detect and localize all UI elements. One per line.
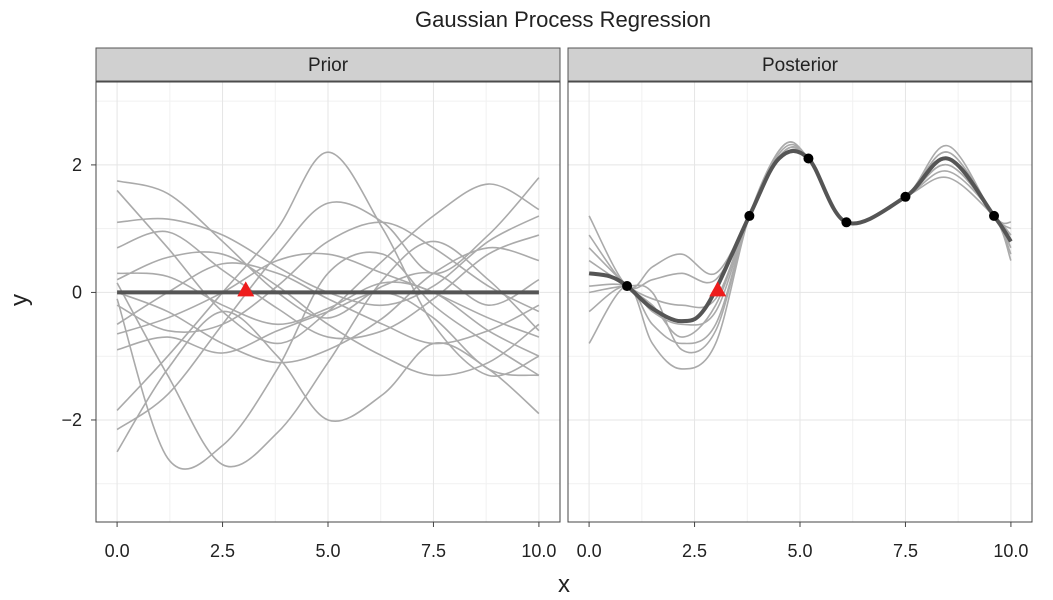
x-tick-label: 10.0 <box>521 541 556 561</box>
strip-background <box>567 47 1033 82</box>
panels-layer: Prior 0.0 2.5 5.0 7.5 10.0 −2 0 2 Posterior 0.0 2.5… <box>61 47 1033 561</box>
panel-prior: Prior 0.0 2.5 5.0 7.5 10.0 −2 0 2 <box>61 47 561 561</box>
sample-curve <box>116 240 540 468</box>
y-tick-label: 0 <box>72 282 82 302</box>
sample-curve <box>588 141 1012 370</box>
strip-label: Posterior <box>762 55 839 76</box>
sample-curve <box>117 272 540 357</box>
sample-curve <box>116 221 540 333</box>
grid <box>568 82 1032 522</box>
query-point-marker <box>709 281 727 297</box>
x-tick-label: 5.0 <box>787 541 812 561</box>
sample-curve <box>116 151 540 411</box>
y-tick-label: 2 <box>72 155 82 175</box>
x-tick-label: 5.0 <box>315 541 340 561</box>
x-tick-label: 7.5 <box>893 541 918 561</box>
grid <box>96 82 560 522</box>
chart-title: Gaussian Process Regression <box>415 7 711 32</box>
x-tick-label: 2.5 <box>210 541 235 561</box>
observed-point <box>989 210 1000 221</box>
y-tick-label: −2 <box>61 410 82 430</box>
sample-curve <box>116 251 540 377</box>
x-tick-label: 10.0 <box>993 541 1028 561</box>
sample-curve <box>116 262 540 345</box>
observed-point <box>803 153 814 164</box>
x-tick-label: 0.0 <box>577 541 602 561</box>
observed-point <box>841 217 852 228</box>
x-tick-label: 2.5 <box>682 541 707 561</box>
y-axis-label: y <box>6 294 33 306</box>
sample-curve <box>588 146 1012 338</box>
observed-point <box>622 281 633 292</box>
sample-curve <box>116 251 540 470</box>
sample-curve <box>116 180 540 319</box>
x-tick-label: 7.5 <box>421 541 446 561</box>
strip-background <box>95 47 561 82</box>
observed-point <box>900 191 911 202</box>
sample-curve <box>116 177 540 431</box>
sample-curve <box>116 310 540 453</box>
sample-curve <box>116 252 540 338</box>
query-point-marker <box>237 281 255 297</box>
x-tick-label: 0.0 <box>105 541 130 561</box>
sample-curve <box>116 230 540 340</box>
sample-curve <box>116 291 540 377</box>
x-axis-label: x <box>558 571 570 598</box>
sample-curves <box>116 151 540 470</box>
observed-point <box>744 210 755 221</box>
mean-curve <box>588 148 1013 324</box>
panel-posterior: Posterior 0.0 2.5 5.0 7.5 10.0 <box>567 47 1033 561</box>
strip-label: Prior <box>308 55 349 76</box>
